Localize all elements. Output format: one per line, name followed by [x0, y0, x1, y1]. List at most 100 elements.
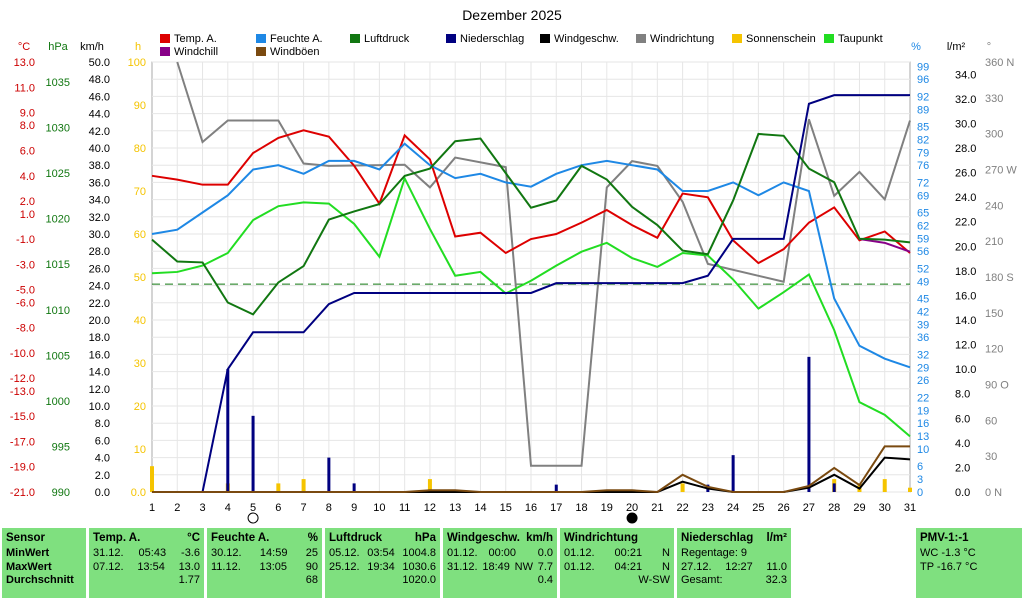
pressure-max-date: 25.12. [329, 560, 360, 573]
x-tick-label: 23 [702, 502, 714, 514]
direction-min-value: N [662, 547, 670, 559]
precip-title: Niederschlag [681, 532, 754, 544]
x-tick-label: 8 [326, 502, 332, 514]
precip-axis-tick-label: 14.0 [955, 315, 976, 327]
x-tick-label: 10 [373, 502, 385, 514]
temp-axis-tick-label: -17.0 [10, 436, 35, 448]
sun-axis-tick-label: 100 [128, 57, 146, 69]
wind-axis-tick-label: 32.0 [89, 212, 110, 224]
pmv-title: PMV-1:-1 [920, 532, 969, 544]
x-tick-label: 2 [174, 502, 180, 514]
humidity-axis-tick-label: 79 [917, 147, 929, 159]
x-tick-label: 24 [727, 502, 739, 514]
precip-max-time: 12:27 [725, 560, 753, 573]
precip-axis-tick-label: 30.0 [955, 118, 976, 130]
pressure-min-value: 1004.8 [402, 547, 436, 559]
x-tick-label: 14 [474, 502, 486, 514]
precip-axis-tick-label: 6.0 [955, 413, 970, 425]
humidity-axis-tick-label: 0 [917, 487, 923, 499]
temp-min-date: 31.12. [93, 547, 124, 559]
x-tick-label: 17 [550, 502, 562, 514]
direction-min-time: 00:21 [614, 547, 643, 559]
precipitation-bar [554, 484, 558, 492]
wind-axis-tick-label: 28.0 [89, 246, 110, 258]
humidity-axis-tick-label: 39 [917, 319, 929, 331]
legend-label: Windböen [270, 46, 320, 58]
precipitation-bar [832, 483, 836, 492]
direction-max-value: N [662, 560, 670, 573]
humidity-avg-value: 68 [305, 574, 318, 586]
direction-axis-tick-label: 240 [985, 200, 1003, 212]
pressure-title: Luftdruck [329, 532, 383, 544]
sunshine-bar [150, 466, 154, 492]
full-moon-icon [247, 512, 259, 524]
x-tick-label: 29 [853, 502, 865, 514]
data-marks [150, 61, 912, 524]
precip-axis-tick-label: 26.0 [955, 168, 976, 180]
sun-axis-tick-label: 50 [134, 272, 146, 284]
wind-axis-tick-label: 26.0 [89, 263, 110, 275]
legend-label: Taupunkt [838, 33, 883, 45]
sun-axis-unit: h [135, 41, 141, 53]
humidity-axis-tick-label: 96 [917, 74, 929, 86]
x-tick-label: 15 [500, 502, 512, 514]
sensor-row-min: MinWert [6, 547, 50, 559]
humidity-axis-tick-label: 72 [917, 177, 929, 189]
legend-swatch [160, 47, 170, 56]
humidity-axis-tick-label: 59 [917, 233, 929, 245]
temp-axis-tick-label: -3.0 [16, 259, 35, 271]
x-tick-label: 26 [778, 502, 790, 514]
humidity-axis-tick-label: 22 [917, 392, 929, 404]
weather-chart: Dezember 2025 1 2 3 4 5 6 7 8 9 10 11 12 13 14 15 16 17 1… [10, 7, 1017, 524]
wind-unit: km/h [526, 532, 553, 544]
precip-max-value: 11.0 [766, 560, 787, 573]
precip-max-date: 27.12. [681, 560, 712, 573]
legend: Temp. A. Feuchte A. Luftdruck Niederschlag W… [160, 33, 883, 58]
pressure-axis-tick-label: 995 [52, 441, 70, 453]
direction-axis-tick-label: 0 N [985, 487, 1002, 499]
direction-axis-tick-label: 330 [985, 93, 1003, 105]
humidity-max-date: 11.12. [211, 560, 241, 573]
temp-axis-unit: °C [18, 41, 30, 53]
sunshine-bar [301, 479, 306, 492]
wind-axis-tick-label: 40.0 [89, 143, 110, 155]
legend-swatch [256, 47, 266, 56]
wind-axis-tick-label: 0.0 [95, 487, 110, 499]
series-line-windrichtung [176, 61, 911, 467]
wind-min-date: 01.12. [447, 547, 478, 559]
precip-axis-unit: l/m² [947, 41, 966, 53]
legend-label: Windrichtung [650, 33, 714, 45]
legend-swatch [824, 34, 834, 43]
wind-axis-tick-label: 4.0 [95, 453, 110, 465]
precip-axis-tick-label: 4.0 [955, 438, 970, 450]
pressure-max-value: 1030.6 [402, 560, 436, 573]
legend-label: Feuchte A. [270, 33, 323, 45]
wind-axis-tick-label: 46.0 [89, 91, 110, 103]
stats-temp-panel: Temp. A. °C 31.12. 05:43 -3.6 07.12. 13:54 13… [89, 528, 204, 598]
x-tick-label: 3 [199, 502, 205, 514]
humidity-axis-tick-label: 56 [917, 246, 929, 258]
temp-unit: °C [187, 532, 200, 544]
legend-label: Sonnenschein [746, 33, 816, 45]
sun-axis-tick-label: 20 [134, 401, 146, 413]
humidity-axis-tick-label: 85 [917, 122, 929, 134]
sun-axis-tick-label: 10 [134, 444, 146, 456]
sensor-title: Sensor [6, 532, 45, 544]
direction-axis-tick-label: 150 [985, 308, 1003, 320]
stats-precip-panel: Niederschlag l/m² Regentage: 9 27.12. 12:2… [677, 528, 791, 598]
temp-axis-tick-label: -15.0 [10, 411, 35, 423]
humidity-title: Feuchte A. [211, 532, 270, 544]
wind-axis-tick-label: 18.0 [89, 332, 110, 344]
pressure-axis-tick-label: 1025 [46, 168, 70, 180]
x-tick-label: 20 [626, 502, 638, 514]
chart-title: Dezember 2025 [462, 7, 562, 23]
wind-axis-tick-label: 34.0 [89, 195, 110, 207]
x-tick-label: 16 [525, 502, 537, 514]
series-line-windchill [859, 238, 911, 253]
stats-pmv-panel: PMV-1:-1 WC -1.3 °C TP -16.7 °C [916, 528, 1022, 598]
stats-direction-panel: Windrichtung 01.12. 00:21 N 01.12. 04:21 N W… [560, 528, 674, 598]
pressure-axis-tick-label: 1005 [46, 350, 70, 362]
x-tick-label: 18 [575, 502, 587, 514]
humidity-axis-tick-label: 49 [917, 276, 929, 288]
series-line-taupunkt [151, 175, 911, 438]
